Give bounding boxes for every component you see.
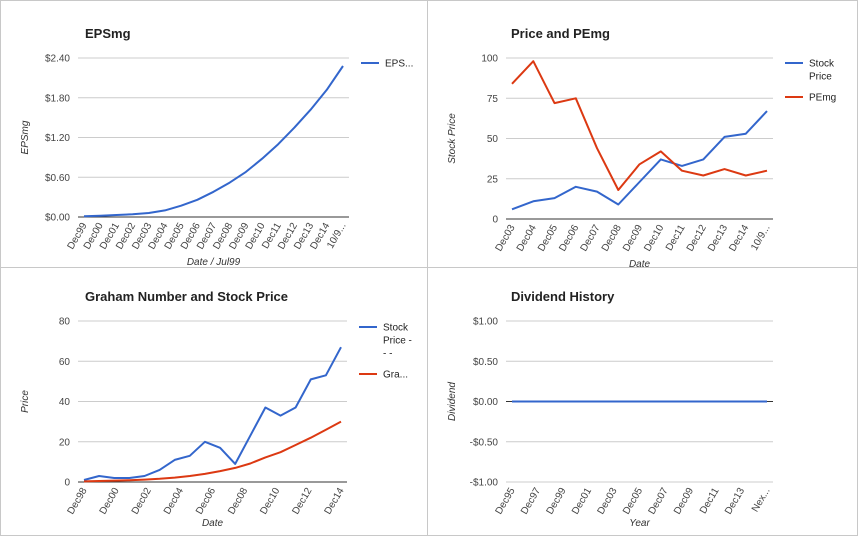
chart-title: Price and PEmg <box>511 26 610 41</box>
x-tick-label: Dec03 <box>596 486 620 517</box>
x-tick-label: Dec98 <box>66 486 90 517</box>
chart-price-pemg: Price and PEmg0255075100Dec03Dec04Dec05D… <box>447 26 836 269</box>
series-line-0 <box>83 346 342 481</box>
chart-title: Dividend History <box>511 289 615 304</box>
x-tick-label: Dec12 <box>685 223 709 254</box>
x-tick-label: Dec14 <box>323 486 347 517</box>
x-tick-label: Dec12 <box>290 486 314 517</box>
x-tick-label: Dec09 <box>621 223 645 254</box>
x-tick-label: Dec09 <box>672 486 696 517</box>
y-tick-label: $1.80 <box>45 93 70 104</box>
series-line-1 <box>83 420 342 483</box>
y-tick-label: 0 <box>64 478 70 489</box>
y-tick-label: $0.60 <box>45 173 70 184</box>
x-tick-label: Dec10 <box>258 486 282 517</box>
y-axis-title: Stock Price <box>447 113 458 164</box>
x-tick-label: Dec05 <box>621 486 645 517</box>
x-axis-title: Date <box>629 259 651 269</box>
x-tick-label: Dec13 <box>706 223 730 254</box>
x-tick-label: Dec95 <box>494 486 518 517</box>
y-tick-label: -$1.00 <box>470 478 499 489</box>
legend-label: PEmg <box>809 93 836 104</box>
x-tick-label: Dec05 <box>536 223 560 254</box>
x-tick-label: Dec07 <box>647 486 671 517</box>
y-tick-label: $0.00 <box>473 397 498 408</box>
y-tick-label: $0.50 <box>473 357 498 368</box>
x-tick-label: Dec06 <box>557 223 581 254</box>
x-tick-label: Dec00 <box>98 486 122 517</box>
chart-graham: Graham Number and Stock Price 0 20 40 60 80 De… <box>20 289 412 529</box>
y-axis-title: Price <box>20 390 31 413</box>
legend-label: EPS... <box>385 59 413 70</box>
chart-panel-epsmg: EPSmg $0.00 $0.60 $1.20 $1.80 $2.40 Dec99 Dec00… <box>0 0 428 268</box>
x-tick-label: Dec07 <box>579 223 603 254</box>
y-tick-label: 40 <box>59 397 71 408</box>
legend-label: Price <box>809 72 832 83</box>
x-tick-label: Dec08 <box>226 486 250 517</box>
x-tick-label: Dec11 <box>698 486 722 516</box>
x-tick-label: Dec02 <box>130 486 154 517</box>
y-tick-label: $1.00 <box>473 317 498 328</box>
y-tick-label: 50 <box>487 134 499 145</box>
x-tick-label: Dec01 <box>570 486 594 517</box>
x-tick-label: Dec08 <box>600 223 624 254</box>
y-tick-label: -$0.50 <box>470 437 499 448</box>
x-tick-label: Dec14 <box>727 223 751 254</box>
series-line-0 <box>511 110 768 211</box>
x-tick-label: Dec10 <box>642 223 666 254</box>
x-tick-label: 10/9... <box>749 223 772 253</box>
legend-label: Gra... <box>383 370 408 381</box>
y-axis-title: Dividend <box>447 382 458 421</box>
legend-label: Price - <box>383 336 412 347</box>
legend-label: Stock <box>809 59 835 70</box>
chart-epsmg: EPSmg$0.00$0.60$1.20$1.80$2.40Dec99Dec00… <box>20 26 413 268</box>
series-line-1 <box>511 60 768 191</box>
x-tick-label: Dec97 <box>519 486 543 517</box>
x-tick-label: Dec04 <box>162 486 186 517</box>
x-tick-label: Dec06 <box>194 486 218 517</box>
series-line-0 <box>83 65 344 218</box>
y-tick-label: 75 <box>487 94 499 105</box>
y-tick-label: $2.40 <box>45 54 70 65</box>
y-tick-label: $0.00 <box>45 213 70 224</box>
legend-label: Stock <box>383 323 409 334</box>
chart-title: EPSmg <box>85 26 131 41</box>
x-axis-title: Date <box>202 518 224 529</box>
legend-label: - - <box>383 349 392 360</box>
y-tick-label: 100 <box>481 54 498 65</box>
x-tick-label: Dec03 <box>494 223 518 254</box>
chart-panel-price-pemg: Price and PEmg 0 25 50 75 100 Dec03 Dec04 Dec05 D… <box>427 0 858 269</box>
x-tick-label: Nex... <box>750 486 773 514</box>
y-tick-label: 0 <box>492 215 498 226</box>
y-tick-label: 80 <box>59 317 71 328</box>
chart-panel-graham: Graham Number and Stock Price 0 20 40 60 80 De… <box>0 267 428 536</box>
x-axis-title: Date / Jul99 <box>187 257 241 268</box>
y-tick-label: 20 <box>59 437 71 448</box>
x-tick-label: Dec13 <box>723 486 747 517</box>
y-tick-label: $1.20 <box>45 133 70 144</box>
y-tick-label: 25 <box>487 174 499 185</box>
x-tick-label: Dec99 <box>545 486 569 517</box>
x-axis-title: Year <box>629 518 650 529</box>
chart-dividend: Dividend History -$1.00 -$0.50 $0.00 $0.50 $1… <box>447 289 773 529</box>
chart-panel-dividend: Dividend History -$1.00 -$0.50 $0.00 $0.50 $1… <box>427 267 858 536</box>
x-tick-label: Dec04 <box>515 223 539 254</box>
y-tick-label: 60 <box>59 357 71 368</box>
chart-title: Graham Number and Stock Price <box>85 289 288 304</box>
y-axis-title: EPSmg <box>20 120 31 154</box>
